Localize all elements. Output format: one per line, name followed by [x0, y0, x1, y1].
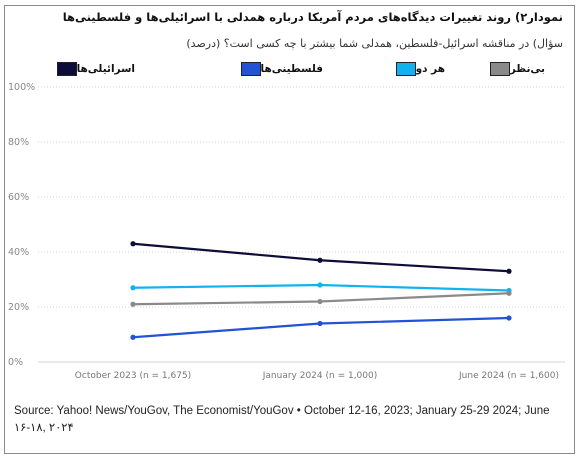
legend-label-no-opinion: بی‌نظر — [509, 63, 545, 75]
data-point — [317, 298, 323, 305]
legend-item-no-opinion: بی‌نظر — [489, 60, 551, 78]
legend-item-israelis: اسرائیلی‌ها — [56, 60, 141, 78]
data-point — [317, 257, 323, 263]
legend-swatch-no-opinion — [489, 62, 510, 76]
x-tick-label: January 2024 (n = 1,000) — [262, 371, 378, 381]
data-point — [317, 320, 323, 327]
chart-frame — [4, 5, 575, 454]
data-point — [130, 334, 136, 340]
chart-title: نمودار۲) روند تغییرات دیدگاه‌های مردم آم… — [62, 10, 563, 24]
chart-subtitle: سؤال) در مناقشه اسرائیل-فلسطین، همدلی شم… — [186, 37, 563, 50]
y-tick-label: 40% — [8, 247, 29, 258]
legend-swatch-both — [395, 62, 416, 76]
y-tick-label: 60% — [8, 192, 29, 203]
x-tick-label: October 2023 (n = 1,675) — [75, 371, 191, 381]
data-point — [317, 282, 323, 288]
legend-swatch-palestinians — [240, 62, 261, 76]
data-point — [506, 268, 512, 274]
series-line — [132, 242, 510, 273]
data-point — [506, 315, 512, 321]
legend-item-both: هر دو — [395, 60, 451, 78]
y-tick-label: 80% — [8, 137, 29, 148]
data-point — [506, 290, 512, 296]
legend-swatch-israelis — [56, 62, 77, 76]
y-tick-label: 0% — [8, 357, 23, 368]
y-tick-label: 20% — [8, 302, 29, 313]
legend-label-israelis: اسرائیلی‌ها — [76, 63, 135, 75]
series-line — [132, 316, 510, 339]
data-point — [130, 301, 136, 307]
source-note: Source: Yahoo! News/YouGov, The Economis… — [14, 405, 550, 434]
legend-item-palestinians: فلسطینی‌ها — [240, 60, 330, 78]
y-tick-label: 100% — [8, 82, 35, 93]
data-point — [130, 285, 136, 291]
x-tick-label: June 2024 (n = 1,600) — [458, 371, 559, 381]
data-point — [130, 241, 136, 247]
legend-label-both: هر دو — [415, 63, 445, 75]
legend-label-palestinians: فلسطینی‌ها — [260, 63, 324, 75]
